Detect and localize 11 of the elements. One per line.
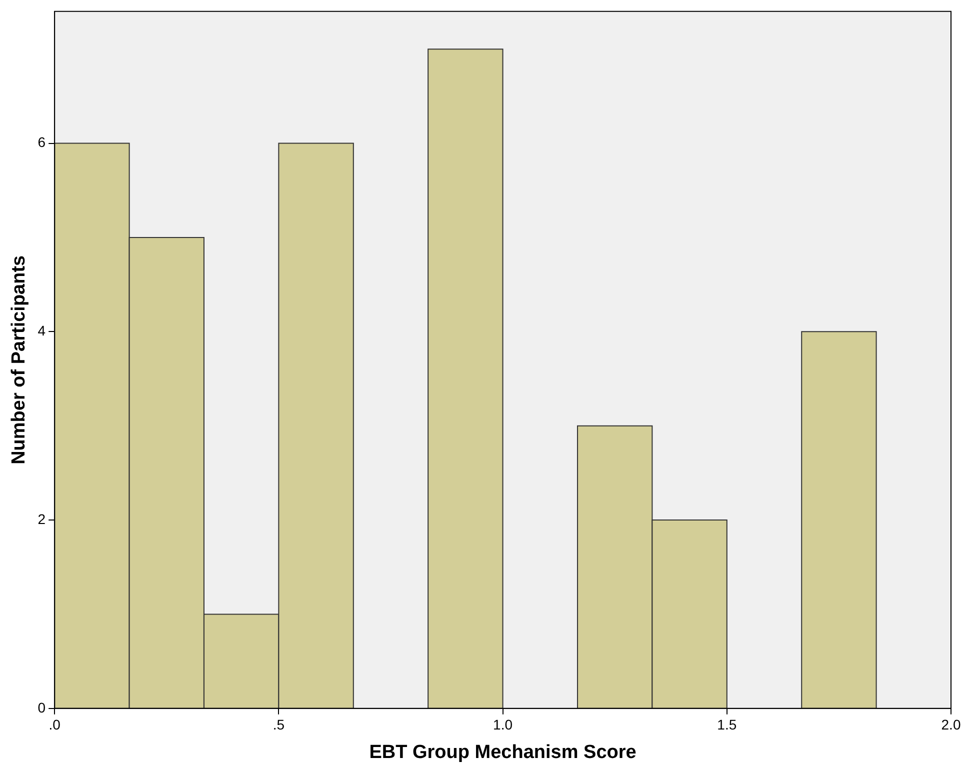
y-tick-label: 0: [38, 699, 46, 716]
x-tick-label: 1.0: [493, 716, 513, 733]
y-tick-label: 4: [38, 322, 46, 339]
x-tick-label: .5: [272, 716, 285, 733]
x-tick-label: 1.5: [717, 716, 737, 733]
x-axis-title: EBT Group Mechanism Score: [369, 742, 636, 763]
y-axis-title: Number of Participants: [8, 255, 30, 464]
y-tick-label: 2: [38, 510, 46, 527]
y-tick-label: 6: [38, 134, 46, 150]
x-tick-label: .0: [48, 716, 61, 733]
x-tick-label: 2.0: [941, 716, 961, 733]
